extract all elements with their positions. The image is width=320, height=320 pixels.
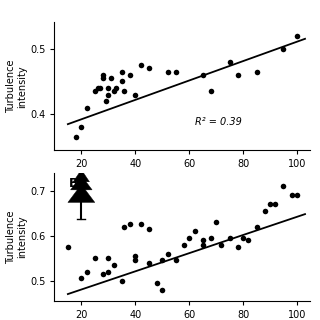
Point	[200, 238, 205, 243]
Point	[95, 85, 100, 91]
Point	[106, 269, 111, 274]
Point	[92, 89, 97, 94]
Point	[73, 135, 78, 140]
Point	[235, 72, 240, 77]
Polygon shape	[71, 175, 92, 190]
Point	[106, 256, 111, 261]
Point	[98, 85, 103, 91]
Point	[127, 72, 132, 77]
Point	[119, 278, 124, 283]
Point	[273, 202, 278, 207]
Point	[246, 238, 251, 243]
Point	[281, 184, 286, 189]
Point	[281, 46, 286, 51]
Text: B: B	[68, 177, 78, 190]
Point	[127, 222, 132, 227]
Point	[79, 125, 84, 130]
Point	[289, 193, 294, 198]
Point	[119, 69, 124, 74]
Y-axis label: Turbulence
intensity: Turbulence intensity	[6, 60, 27, 113]
Point	[106, 92, 111, 97]
Point	[208, 236, 213, 241]
Point	[111, 262, 116, 268]
Point	[79, 276, 84, 281]
Y-axis label: Turbulence
intensity: Turbulence intensity	[6, 210, 27, 264]
Point	[254, 69, 259, 74]
Point	[84, 269, 89, 274]
Point	[146, 226, 151, 231]
Point	[106, 85, 111, 91]
Point	[133, 258, 138, 263]
Polygon shape	[73, 170, 89, 182]
Point	[100, 72, 106, 77]
X-axis label: Horizontal concealment (%): Horizontal concealment (%)	[110, 175, 255, 185]
Point	[173, 258, 178, 263]
Point	[165, 251, 170, 256]
Point	[100, 76, 106, 81]
Point	[133, 253, 138, 259]
Point	[181, 242, 186, 247]
Point	[227, 59, 232, 64]
Point	[208, 89, 213, 94]
Point	[262, 208, 267, 213]
Point	[165, 69, 170, 74]
Point	[138, 62, 143, 68]
Point	[111, 89, 116, 94]
Point	[160, 287, 165, 292]
Point	[160, 258, 165, 263]
Point	[103, 99, 108, 104]
Point	[92, 256, 97, 261]
Point	[294, 193, 300, 198]
Point	[154, 280, 159, 285]
Polygon shape	[68, 184, 95, 203]
Point	[219, 242, 224, 247]
Point	[138, 222, 143, 227]
Point	[114, 85, 119, 91]
Point	[84, 105, 89, 110]
Point	[213, 220, 219, 225]
Point	[200, 242, 205, 247]
Point	[240, 236, 245, 241]
Point	[100, 271, 106, 276]
Point	[200, 72, 205, 77]
Point	[268, 202, 273, 207]
Point	[235, 244, 240, 250]
Point	[192, 228, 197, 234]
Point	[122, 224, 127, 229]
Point	[65, 244, 70, 250]
Point	[133, 92, 138, 97]
Point	[173, 69, 178, 74]
Point	[187, 236, 192, 241]
Point	[254, 224, 259, 229]
Point	[119, 79, 124, 84]
Point	[108, 76, 114, 81]
Point	[122, 89, 127, 94]
Point	[146, 260, 151, 265]
Point	[146, 66, 151, 71]
Text: R² = 0.39: R² = 0.39	[195, 117, 241, 127]
Point	[294, 33, 300, 38]
Point	[227, 236, 232, 241]
